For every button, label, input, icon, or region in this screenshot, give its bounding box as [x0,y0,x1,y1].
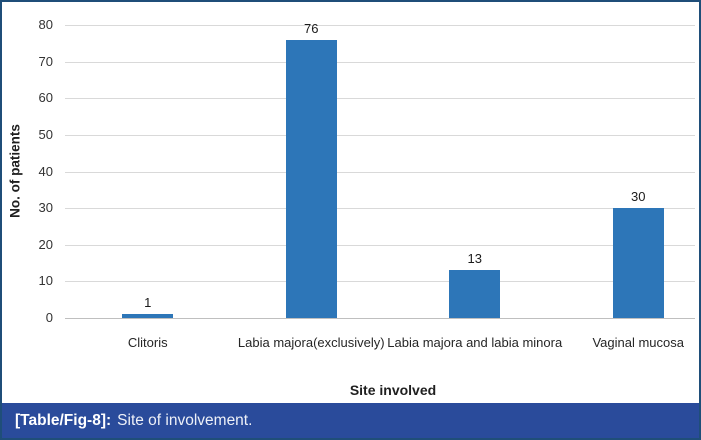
y-tick-label: 10 [38,273,53,289]
gridline [65,318,695,319]
caption-text: Site of involvement. [117,411,253,429]
caption-tag: [Table/Fig-8]: [15,411,112,429]
gridline [65,281,695,283]
x-category-label: Clitoris [127,335,168,350]
y-tick-label: 30 [38,200,53,216]
x-category-label: Labia majora(exclusively) [237,335,385,350]
bar-value-label: 1 [144,295,152,310]
bar [449,270,501,318]
gridline [65,98,695,100]
bar-chart: No. of patients Site involved 0 10 20 30 40 5… [2,2,699,403]
gridline [65,208,695,210]
figure-caption: [Table/Fig-8]: Site of involvement. [2,403,699,438]
gridline [65,171,695,173]
y-tick-label: 70 [38,53,53,69]
x-category-label: Vaginal mucosa [592,335,685,350]
bar-value-label: 30 [631,189,646,204]
y-tick-label: 50 [38,126,53,142]
bar-value-label: 13 [467,251,482,266]
x-category-label: Labia majora and labia minora [387,335,563,350]
gridline [65,61,695,63]
bar-value-label: 76 [304,21,319,36]
gridline [65,134,695,136]
y-tick-label: 80 [38,17,53,32]
bar [285,40,337,318]
bar [122,314,174,318]
y-tick-label: 20 [38,236,53,252]
gridline [65,244,695,246]
y-tick-label: 0 [45,310,53,325]
x-axis-title: Site involved [349,382,437,398]
gridline [65,25,695,26]
bar [612,208,664,318]
y-tick-label: 60 [38,90,53,106]
y-tick-label: 40 [38,163,53,179]
